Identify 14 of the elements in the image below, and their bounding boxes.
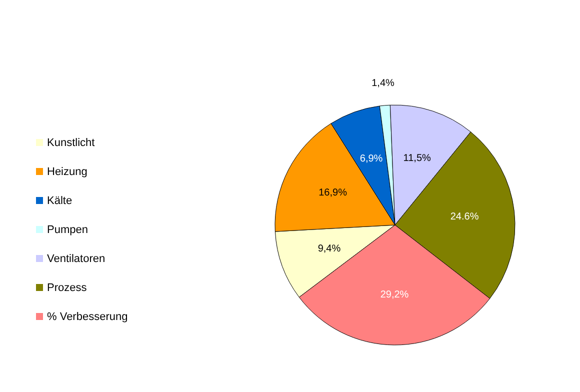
- data-label: 11,5%: [403, 153, 432, 164]
- data-label: 29,2%: [380, 290, 409, 300]
- data-label: 1,4%: [372, 78, 395, 90]
- data-label: 6,9%: [360, 154, 383, 165]
- legend-label: Prozess: [47, 282, 87, 294]
- data-label: 16,9%: [318, 187, 348, 198]
- legend-label: Kälte: [47, 194, 72, 206]
- data-label: 24.6%: [450, 212, 479, 223]
- legend-label: Kunstlicht: [47, 136, 95, 148]
- legend-label: Ventilatoren: [47, 252, 106, 264]
- legend-label: Pumpen: [47, 224, 88, 236]
- legend-label: % Verbesserung: [47, 310, 128, 322]
- legend-label: Heizung: [47, 166, 88, 178]
- data-label: 9,4%: [318, 244, 341, 255]
